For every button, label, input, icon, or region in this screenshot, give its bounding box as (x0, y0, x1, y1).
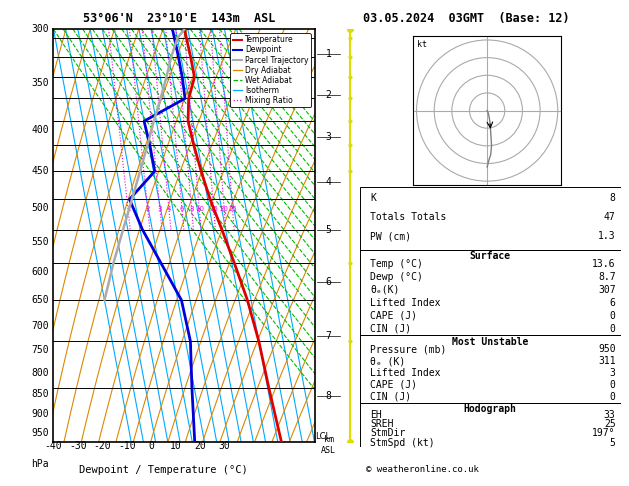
Text: θₑ(K): θₑ(K) (370, 285, 399, 295)
Text: StmSpd (kt): StmSpd (kt) (370, 437, 435, 448)
Text: 3: 3 (326, 132, 331, 142)
Text: Lifted Index: Lifted Index (370, 298, 441, 308)
Text: PW (cm): PW (cm) (370, 231, 411, 241)
Text: 900: 900 (31, 409, 49, 419)
Text: 3: 3 (610, 368, 616, 378)
Text: 3: 3 (158, 206, 162, 212)
Text: -30: -30 (69, 441, 87, 451)
Text: km
ASL: km ASL (321, 435, 336, 455)
Text: 25: 25 (604, 419, 616, 429)
Text: 950: 950 (598, 344, 616, 354)
Text: 850: 850 (31, 389, 49, 399)
Text: Totals Totals: Totals Totals (370, 212, 447, 223)
Text: StmDir: StmDir (370, 429, 406, 438)
Text: 307: 307 (598, 285, 616, 295)
Text: θₑ (K): θₑ (K) (370, 356, 406, 366)
Text: Pressure (mb): Pressure (mb) (370, 344, 447, 354)
Text: 8.7: 8.7 (598, 272, 616, 282)
Text: Most Unstable: Most Unstable (452, 337, 528, 347)
Text: hPa: hPa (31, 459, 49, 469)
Text: 10: 10 (195, 206, 204, 212)
Text: 1: 1 (126, 206, 130, 212)
Text: 5: 5 (610, 437, 616, 448)
Text: 0: 0 (610, 380, 616, 390)
Text: 8: 8 (326, 391, 331, 401)
Bar (360, 249, 621, 335)
Text: 400: 400 (31, 125, 49, 135)
Text: 950: 950 (31, 428, 49, 438)
Legend: Temperature, Dewpoint, Parcel Trajectory, Dry Adiabat, Wet Adiabat, Isotherm, Mi: Temperature, Dewpoint, Parcel Trajectory… (230, 33, 311, 107)
Text: 47: 47 (604, 212, 616, 223)
Text: -40: -40 (45, 441, 62, 451)
Bar (360, 335, 621, 403)
Text: -10: -10 (118, 441, 136, 451)
Text: 2: 2 (146, 206, 150, 212)
Text: 300: 300 (31, 24, 49, 34)
Text: 350: 350 (31, 78, 49, 88)
Text: 53°06'N  23°10'E  143m  ASL: 53°06'N 23°10'E 143m ASL (83, 12, 276, 25)
Text: 4: 4 (326, 177, 331, 187)
Text: CAPE (J): CAPE (J) (370, 380, 417, 390)
Text: 6: 6 (326, 277, 331, 287)
Text: Lifted Index: Lifted Index (370, 368, 441, 378)
Text: 450: 450 (31, 166, 49, 176)
Text: LCL: LCL (315, 433, 330, 441)
Text: 0: 0 (610, 392, 616, 402)
Text: SREH: SREH (370, 419, 394, 429)
Text: 1: 1 (326, 50, 331, 59)
Text: CAPE (J): CAPE (J) (370, 311, 417, 321)
Text: 15: 15 (209, 206, 218, 212)
Text: 197°: 197° (592, 429, 616, 438)
Text: 6: 6 (610, 298, 616, 308)
Text: Dewpoint / Temperature (°C): Dewpoint / Temperature (°C) (79, 465, 247, 475)
Bar (360, 187, 621, 249)
Text: CIN (J): CIN (J) (370, 324, 411, 334)
Text: 13.6: 13.6 (592, 259, 616, 269)
Text: 0: 0 (610, 311, 616, 321)
Text: 8: 8 (610, 193, 616, 204)
Text: Temp (°C): Temp (°C) (370, 259, 423, 269)
Text: -20: -20 (94, 441, 111, 451)
Text: 311: 311 (598, 356, 616, 366)
Text: 8: 8 (189, 206, 194, 212)
Text: © weatheronline.co.uk: © weatheronline.co.uk (366, 465, 479, 474)
Text: 650: 650 (31, 295, 49, 305)
Text: 20: 20 (220, 206, 229, 212)
Text: K: K (370, 193, 376, 204)
Text: 750: 750 (31, 346, 49, 355)
Text: 0: 0 (148, 441, 154, 451)
Text: 30: 30 (219, 441, 230, 451)
Text: 4: 4 (167, 206, 171, 212)
Text: 03.05.2024  03GMT  (Base: 12): 03.05.2024 03GMT (Base: 12) (363, 12, 569, 25)
Text: 500: 500 (31, 203, 49, 213)
Text: 25: 25 (228, 206, 237, 212)
Text: 2: 2 (326, 90, 331, 100)
Text: 7: 7 (326, 331, 331, 341)
Text: Surface: Surface (470, 251, 511, 261)
Text: kt: kt (416, 40, 426, 49)
Text: CIN (J): CIN (J) (370, 392, 411, 402)
Text: 600: 600 (31, 267, 49, 277)
Text: 800: 800 (31, 368, 49, 378)
Text: 1.3: 1.3 (598, 231, 616, 241)
Text: EH: EH (370, 410, 382, 420)
Text: 10: 10 (170, 441, 182, 451)
Text: 5: 5 (326, 225, 331, 235)
Text: 0: 0 (610, 324, 616, 334)
Text: Hodograph: Hodograph (464, 404, 517, 414)
Text: Dewp (°C): Dewp (°C) (370, 272, 423, 282)
Text: 33: 33 (604, 410, 616, 420)
Text: 20: 20 (194, 441, 206, 451)
Text: 700: 700 (31, 321, 49, 331)
Text: 550: 550 (31, 237, 49, 246)
Text: 6: 6 (180, 206, 184, 212)
Bar (360, 403, 621, 447)
